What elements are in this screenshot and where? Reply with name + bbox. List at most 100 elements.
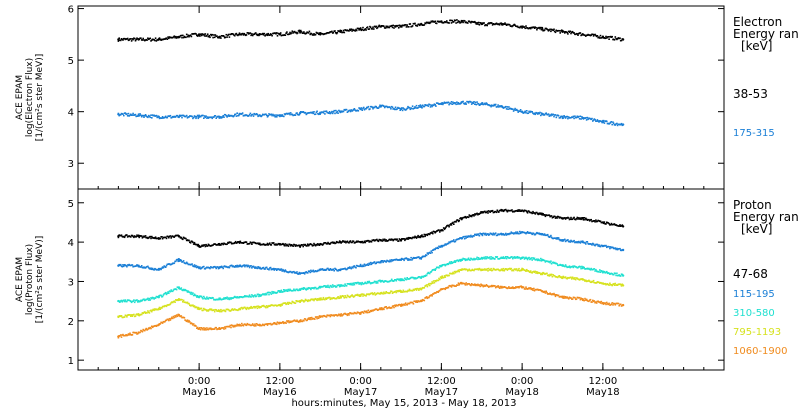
data-point	[586, 116, 589, 119]
data-point	[585, 119, 588, 121]
data-point	[337, 284, 339, 287]
data-point	[215, 309, 217, 311]
data-point	[204, 245, 207, 248]
data-point	[582, 219, 585, 221]
data-point	[349, 240, 352, 242]
data-point	[401, 109, 404, 112]
data-point	[549, 235, 551, 238]
data-point	[564, 240, 567, 243]
data-point	[503, 23, 506, 25]
data-point	[610, 121, 613, 123]
data-point	[157, 323, 160, 326]
data-point	[251, 243, 253, 245]
legend-entry: 115-195	[733, 289, 775, 300]
data-point	[196, 243, 198, 246]
data-point	[212, 36, 214, 39]
data-point	[511, 209, 513, 211]
data-point	[244, 323, 246, 325]
data-point	[536, 112, 538, 114]
data-point	[269, 292, 272, 294]
data-point	[230, 326, 232, 329]
data-point	[592, 243, 595, 245]
data-point	[192, 304, 194, 306]
data-point	[309, 317, 311, 319]
data-point	[227, 242, 230, 244]
data-point	[328, 314, 331, 317]
data-point	[403, 279, 405, 282]
data-point	[355, 28, 357, 31]
y-axis-label: [1/(cm²s ster MeV)]	[35, 236, 45, 323]
data-point	[124, 112, 127, 114]
data-point	[293, 272, 296, 274]
data-point	[434, 20, 436, 23]
data-point	[408, 290, 410, 292]
data-point	[477, 257, 480, 259]
data-point	[491, 234, 494, 236]
data-point	[131, 114, 134, 116]
data-point	[428, 282, 430, 285]
data-point	[594, 221, 596, 223]
data-point	[367, 105, 370, 108]
data-point	[560, 216, 562, 219]
data-point	[235, 325, 238, 327]
data-point	[443, 263, 446, 266]
data-point	[402, 107, 405, 109]
data-point	[310, 316, 313, 319]
data-point	[518, 286, 520, 289]
data-point	[571, 30, 574, 33]
data-point	[394, 26, 397, 28]
data-point	[217, 244, 219, 246]
data-point	[540, 232, 542, 235]
data-point	[185, 261, 188, 264]
data-point	[511, 287, 513, 289]
data-point	[508, 233, 510, 236]
data-point	[286, 244, 289, 247]
data-point	[507, 233, 509, 235]
data-point	[593, 220, 596, 222]
data-point	[574, 115, 576, 117]
data-point	[413, 277, 415, 280]
data-point	[131, 315, 134, 317]
data-point	[573, 117, 575, 120]
data-point	[485, 102, 488, 104]
data-point	[506, 210, 509, 213]
data-point	[339, 240, 342, 244]
data-point	[143, 298, 145, 300]
data-point	[588, 280, 591, 282]
data-point	[440, 264, 443, 267]
data-point	[536, 271, 538, 273]
data-point	[293, 30, 296, 33]
data-point	[205, 329, 207, 331]
data-point	[551, 261, 554, 264]
data-point	[328, 269, 331, 271]
data-point	[281, 304, 283, 306]
data-point	[460, 101, 463, 104]
data-point	[407, 238, 409, 240]
data-point	[362, 265, 365, 268]
data-point	[120, 336, 123, 338]
data-point	[406, 290, 408, 293]
data-point	[344, 29, 346, 31]
data-point	[601, 244, 605, 248]
data-point	[252, 115, 255, 117]
data-point	[307, 287, 310, 289]
data-point	[460, 258, 463, 261]
data-point	[291, 113, 294, 116]
data-point	[590, 218, 592, 221]
data-point	[220, 116, 222, 118]
data-point	[447, 286, 450, 289]
data-point	[473, 101, 475, 103]
data-point	[378, 24, 381, 27]
data-point	[456, 259, 459, 261]
data-point	[364, 241, 367, 244]
data-point	[459, 282, 461, 285]
data-point	[610, 272, 613, 275]
data-point	[264, 35, 266, 37]
data-point	[169, 303, 172, 305]
data-point	[463, 235, 465, 238]
data-point	[533, 212, 536, 214]
data-point	[525, 25, 527, 27]
data-point	[481, 258, 484, 260]
data-point	[193, 264, 196, 266]
data-point	[598, 36, 600, 38]
